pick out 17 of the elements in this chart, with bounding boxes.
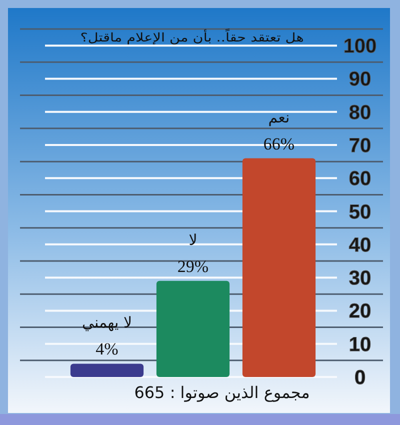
y-tick-label: 70	[348, 135, 372, 157]
category-label: لا	[188, 230, 198, 249]
y-tick-label: 10	[348, 334, 372, 356]
y-tick-label: 50	[348, 201, 372, 224]
y-tick-label: 90	[348, 68, 372, 91]
y-tick-label: 100	[343, 36, 377, 58]
title: هل تعتقد حقاً.. بأن من الإعلام ماقتل؟	[80, 31, 304, 45]
y-tick-label: 40	[348, 234, 372, 256]
y-tick-label: 60	[348, 168, 372, 190]
y-tick-label: 30	[348, 268, 372, 290]
category-label: نعم	[268, 108, 290, 126]
y-tick-label: 20	[348, 300, 372, 323]
y-tick-label: 80	[348, 102, 372, 124]
annotation: مجموع الذين صوتوا : 665	[134, 383, 310, 402]
data-label: 29%	[177, 256, 209, 276]
data-label: 4%	[96, 340, 118, 359]
y-tick-label: 0	[354, 367, 366, 389]
